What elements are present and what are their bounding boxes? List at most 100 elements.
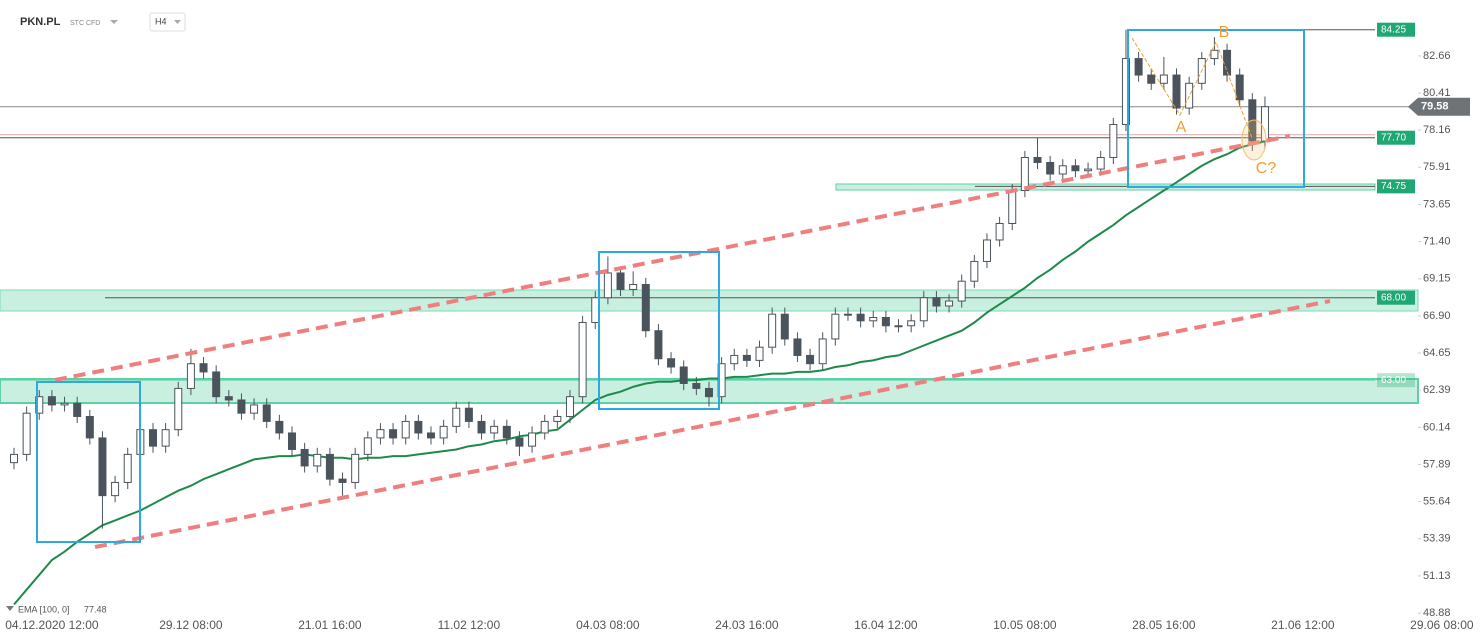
candle-body <box>869 317 878 322</box>
candle-body <box>528 432 537 447</box>
candle-body <box>250 404 259 414</box>
candle-body <box>995 222 1004 241</box>
y-tick-label: 78.16 <box>1423 124 1451 136</box>
x-tick-label: 11.02 12:00 <box>438 618 501 632</box>
candle-body <box>1046 161 1055 175</box>
candle-body <box>148 429 157 447</box>
candle-body <box>540 420 549 434</box>
y-tick-label: 66.90 <box>1423 310 1451 322</box>
candle-body <box>894 325 903 328</box>
candle-body <box>452 407 461 427</box>
annotation: C? <box>1256 160 1277 177</box>
candle-body <box>1071 165 1080 172</box>
candle-body <box>970 260 979 282</box>
candle-body <box>1020 157 1029 192</box>
dropdown-arrow[interactable] <box>110 20 118 24</box>
level-label: 77.70 <box>1381 132 1406 143</box>
candle-body <box>490 425 499 434</box>
instrument-type[interactable]: STC CFD <box>70 20 100 27</box>
level-badge <box>1377 179 1415 194</box>
x-tick-label: 21.01 16:00 <box>298 618 362 632</box>
candle-body <box>755 346 764 361</box>
interval-button[interactable] <box>149 12 186 32</box>
candle-body <box>654 330 663 360</box>
candle-body <box>515 437 524 447</box>
candle-body <box>477 420 486 434</box>
candle-body <box>1147 74 1156 84</box>
highlight-box <box>1127 29 1305 188</box>
y-tick-label: 55.64 <box>1423 495 1451 507</box>
candle-body <box>843 313 852 316</box>
candle-body <box>439 425 448 439</box>
level-badge <box>1377 373 1415 388</box>
candle-body <box>1058 165 1067 175</box>
candle-body <box>9 453 18 464</box>
y-tick-label: 51.13 <box>1423 570 1451 582</box>
candle-body <box>1235 74 1244 101</box>
annotation: B <box>1219 24 1230 41</box>
candle-body <box>1008 190 1017 224</box>
candle-body <box>1185 82 1194 109</box>
candle-body <box>1223 49 1232 76</box>
candle-body <box>1084 168 1093 172</box>
candle-body <box>275 420 284 434</box>
candle-body <box>161 429 170 447</box>
interval[interactable]: H4 <box>155 16 167 26</box>
x-tick-label: 21.06 12:00 <box>1271 618 1335 632</box>
candle-body <box>85 415 94 439</box>
candle-body <box>351 453 360 483</box>
highlight-box <box>36 381 141 543</box>
candle-body <box>73 402 82 417</box>
candle-body <box>768 313 777 348</box>
candle-body <box>212 371 221 398</box>
candle-body <box>780 313 789 340</box>
candle-body <box>742 354 751 361</box>
level-label: 63.00 <box>1381 375 1406 386</box>
level-label: 84.25 <box>1381 24 1406 35</box>
candle-body <box>174 387 183 431</box>
indicator-name: EMA [100, 0] <box>18 604 70 614</box>
resistance-zone <box>0 289 1419 312</box>
y-tick-label: 73.65 <box>1423 198 1451 210</box>
candle-body <box>591 297 600 323</box>
candle-body <box>111 481 120 497</box>
last-price-badge <box>1408 97 1470 116</box>
candle-body <box>123 453 132 483</box>
y-tick-label: 53.39 <box>1423 533 1451 545</box>
y-tick-label: 48.88 <box>1423 607 1451 619</box>
candle-body <box>565 396 574 417</box>
ema-line <box>13 140 1266 606</box>
candle-body <box>982 239 991 262</box>
candle-body <box>60 402 69 406</box>
candle-body <box>313 453 322 467</box>
candle-body <box>376 429 385 439</box>
level-badge <box>1377 22 1415 37</box>
candle-body <box>363 437 372 455</box>
candle-body <box>287 432 296 450</box>
candle-body <box>98 437 107 497</box>
candle-body <box>881 317 890 327</box>
support-zone <box>835 183 1376 191</box>
trend-line <box>94 299 1331 549</box>
pattern-circle <box>1241 119 1267 161</box>
candle-body <box>704 387 713 398</box>
candle-body <box>325 453 334 480</box>
y-tick-label: 64.65 <box>1423 347 1451 359</box>
candle-body <box>22 412 31 455</box>
dropdown-arrow[interactable] <box>174 20 181 24</box>
candle-body <box>1033 157 1042 163</box>
candle-body <box>35 396 44 414</box>
highlight-box <box>598 251 720 410</box>
candle-body <box>186 363 195 389</box>
candle-body <box>616 272 625 290</box>
legend-icon[interactable] <box>6 606 14 611</box>
candle-body <box>818 338 827 365</box>
candle-body <box>389 429 398 439</box>
y-tick-label: 82.66 <box>1423 50 1451 62</box>
candle-body <box>603 272 612 299</box>
candle-body <box>338 478 347 483</box>
pattern-line <box>1131 37 1253 139</box>
x-tick-label: 16.04 12:00 <box>854 618 918 632</box>
candle-body <box>1172 74 1181 109</box>
